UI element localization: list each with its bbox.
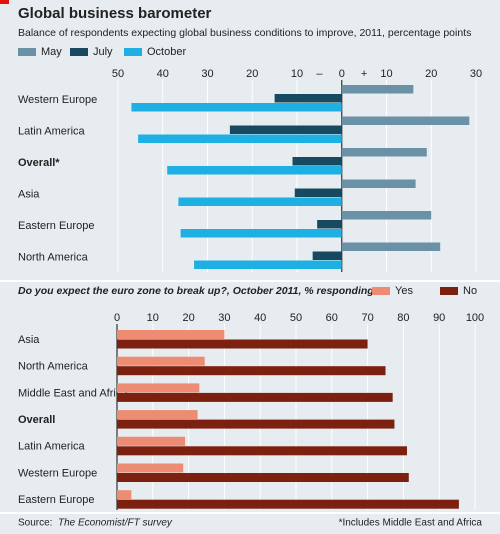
x-tick-label: 40 <box>254 312 266 324</box>
bar <box>341 148 427 157</box>
bar <box>180 229 342 238</box>
bar <box>341 85 414 94</box>
category-label: Asia <box>18 188 40 200</box>
bar <box>341 242 441 251</box>
category-label: North America <box>18 251 89 263</box>
bar <box>117 330 225 339</box>
bar <box>117 366 386 376</box>
bar <box>117 392 393 402</box>
source-label: Source: <box>18 518 52 529</box>
bar <box>341 211 432 220</box>
bar <box>229 125 342 134</box>
bar <box>294 188 342 197</box>
x-tick-label: 80 <box>397 312 409 324</box>
x-tick-label: 10 <box>291 68 303 80</box>
x-tick-label: 70 <box>361 312 373 324</box>
page-title: Global business barometer <box>18 5 212 22</box>
x-tick-label: 20 <box>182 312 194 324</box>
bar <box>117 356 205 366</box>
legend-swatch <box>70 48 88 56</box>
bar <box>292 157 342 166</box>
bar <box>138 134 342 143</box>
bar <box>117 463 184 473</box>
legend-label: July <box>93 46 113 58</box>
brand-mark <box>0 0 9 4</box>
legend-swatch <box>124 48 142 56</box>
bar <box>117 473 409 482</box>
category-label: Asia <box>18 334 40 346</box>
category-label: Latin America <box>18 441 86 453</box>
x-tick-label: 20 <box>425 68 437 80</box>
x-tick-label: 30 <box>201 68 213 80</box>
category-label: Overall <box>18 414 55 426</box>
bar <box>117 446 407 456</box>
axis-sign: + <box>361 68 367 80</box>
x-tick-label: 50 <box>112 68 124 80</box>
bar <box>117 490 132 500</box>
bar <box>167 166 342 175</box>
bar <box>117 419 395 429</box>
x-tick-label: 40 <box>157 68 169 80</box>
x-tick-label: 10 <box>147 312 159 324</box>
x-tick-label: 90 <box>433 312 445 324</box>
bar <box>117 383 200 393</box>
footnote: *Includes Middle East and Africa <box>339 518 483 529</box>
category-label: Western Europe <box>18 94 97 106</box>
legend-label: October <box>147 46 186 58</box>
legend-label: No <box>463 285 477 297</box>
legend-label: Yes <box>395 285 413 297</box>
bar <box>178 197 342 206</box>
x-tick-label: 60 <box>326 312 338 324</box>
category-label: Middle East and Africa <box>18 387 128 399</box>
bar <box>274 94 342 103</box>
category-label: Eastern Europe <box>18 220 94 232</box>
x-tick-label: 10 <box>380 68 392 80</box>
legend-swatch <box>18 48 36 56</box>
bar <box>117 410 198 420</box>
x-tick-label: 0 <box>339 68 345 80</box>
legend-swatch <box>440 287 458 295</box>
bar <box>317 220 342 229</box>
category-label: Western Europe <box>18 467 97 479</box>
axis-sign: – <box>316 68 323 80</box>
legend-swatch <box>372 287 390 295</box>
x-tick-label: 0 <box>114 312 120 324</box>
x-tick-label: 30 <box>218 312 230 324</box>
legend-label: May <box>41 46 62 58</box>
bar <box>194 260 342 269</box>
category-label: Overall* <box>18 157 60 169</box>
x-tick-label: 100 <box>466 312 484 324</box>
bar <box>341 179 416 188</box>
x-tick-label: 30 <box>470 68 482 80</box>
category-label: North America <box>18 361 89 373</box>
category-label: Eastern Europe <box>18 494 94 506</box>
bar <box>312 251 342 260</box>
source: The Economist/FT survey <box>58 518 173 529</box>
category-label: Latin America <box>18 125 86 137</box>
bar <box>117 436 186 446</box>
x-tick-label: 20 <box>246 68 258 80</box>
bar <box>341 116 470 125</box>
x-tick-label: 50 <box>290 312 302 324</box>
bar <box>131 103 342 112</box>
bar <box>117 339 368 349</box>
bar <box>117 499 459 509</box>
chart-subtitle: Do you expect the euro zone to break up?… <box>18 285 374 297</box>
chart-subtitle: Balance of respondents expecting global … <box>18 27 471 39</box>
